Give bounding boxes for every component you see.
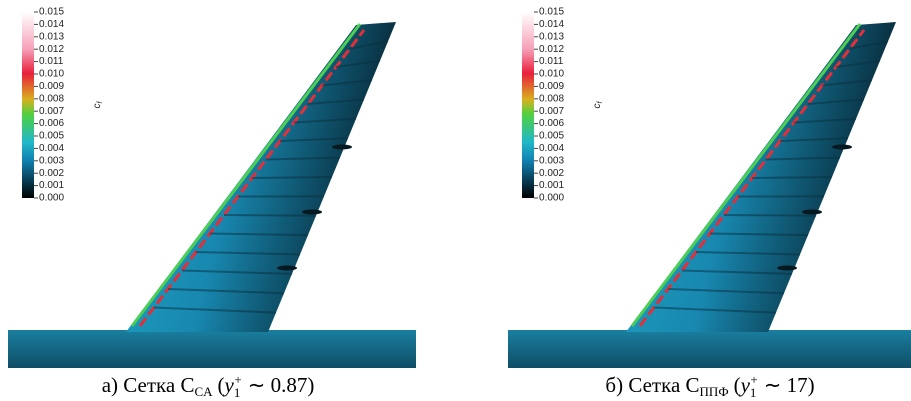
- caption-prefix: а) Сетка C: [102, 373, 195, 397]
- colorbar-tick-label: 0.006: [39, 118, 64, 129]
- colorbar-tick-label: 0.013: [539, 31, 564, 42]
- label-sub: f: [97, 100, 104, 103]
- caption-relation: ∼ 17): [764, 373, 815, 397]
- colorbar-tick-label: 0.011: [539, 56, 564, 67]
- colorbar-tick-label: 0.005: [39, 131, 64, 142]
- caption-variable: y: [739, 373, 751, 397]
- colorbar-tick-label: 0.004: [39, 143, 64, 154]
- surface-band: [752, 177, 832, 178]
- colorbar-tick-label: 0.004: [539, 143, 564, 154]
- colorbar-tick-label: 0.012: [39, 44, 64, 55]
- colorbar-tick-label: 0.014: [39, 19, 64, 30]
- pylon: [332, 145, 352, 150]
- colorbar-tick-label: 0.012: [539, 44, 564, 55]
- colorbar-tick-label: 0.011: [39, 56, 64, 67]
- caption-open: (: [218, 373, 225, 397]
- surface-band: [252, 177, 332, 178]
- colorbar-tick-label: 0.015: [39, 7, 64, 18]
- colorbar-tick-label: 0.007: [539, 106, 564, 117]
- caption-variable-sub: 1: [750, 385, 757, 400]
- colorbar-tick-label: 0.005: [539, 131, 564, 142]
- pylon: [832, 145, 852, 150]
- colorbar: [522, 12, 534, 198]
- pylon: [277, 266, 297, 271]
- colorbar-tick-label: 0.000: [539, 193, 564, 204]
- colorbar-tick-label: 0.014: [539, 19, 564, 30]
- colorbar-tick-label: 0.001: [39, 180, 64, 191]
- pylon: [802, 210, 822, 215]
- pylon: [302, 210, 322, 215]
- caption-variable-sup: +: [234, 372, 241, 387]
- pylon: [777, 266, 797, 271]
- colorbar-tick-label: 0.002: [539, 168, 564, 179]
- colorbar-tick-label: 0.001: [539, 180, 564, 191]
- colorbar-tick-label: 0.013: [39, 31, 64, 42]
- caption: а) Сетка CCA (y1+ ∼ 0.87): [102, 372, 315, 400]
- colorbar-tick-label: 0.009: [539, 81, 564, 92]
- colorbar-tick-label: 0.007: [39, 106, 64, 117]
- caption-prefix: б) Сетка C: [605, 373, 699, 397]
- colorbar-tick-label: 0.008: [39, 93, 64, 104]
- caption-index: CA: [194, 384, 213, 399]
- caption-relation: ∼ 0.87): [248, 373, 315, 397]
- colorbar-label: cf: [92, 100, 104, 108]
- colorbar-tick-label: 0.006: [539, 118, 564, 129]
- colorbar-tick-label: 0.009: [39, 81, 64, 92]
- colorbar-tick-label: 0.010: [39, 69, 64, 80]
- colorbar: [22, 12, 34, 198]
- colorbar-tick-label: 0.015: [539, 7, 564, 18]
- colorbar-tick-label: 0.010: [539, 69, 564, 80]
- surface-band: [724, 215, 816, 216]
- caption-index: ППФ: [700, 384, 729, 399]
- label-sub: f: [597, 100, 604, 103]
- colorbar-tick-label: 0.003: [539, 155, 564, 166]
- figure: 0.0150.0140.0130.0120.0110.0100.0090.008…: [0, 0, 911, 401]
- caption-variable: y: [223, 373, 235, 397]
- caption-open: (: [734, 373, 741, 397]
- caption-variable-sup: +: [750, 372, 757, 387]
- colorbar-tick-label: 0.003: [39, 155, 64, 166]
- colorbar-tick-label: 0.002: [39, 168, 64, 179]
- caption: б) Сетка CППФ (y1+ ∼ 17): [605, 372, 814, 400]
- colorbar-tick-label: 0.008: [539, 93, 564, 104]
- colorbar-tick-label: 0.000: [39, 193, 64, 204]
- fuselage: [508, 330, 911, 368]
- fuselage: [8, 330, 416, 368]
- caption-variable-sub: 1: [234, 385, 241, 400]
- surface-band: [224, 215, 316, 216]
- colorbar-label: cf: [592, 100, 604, 108]
